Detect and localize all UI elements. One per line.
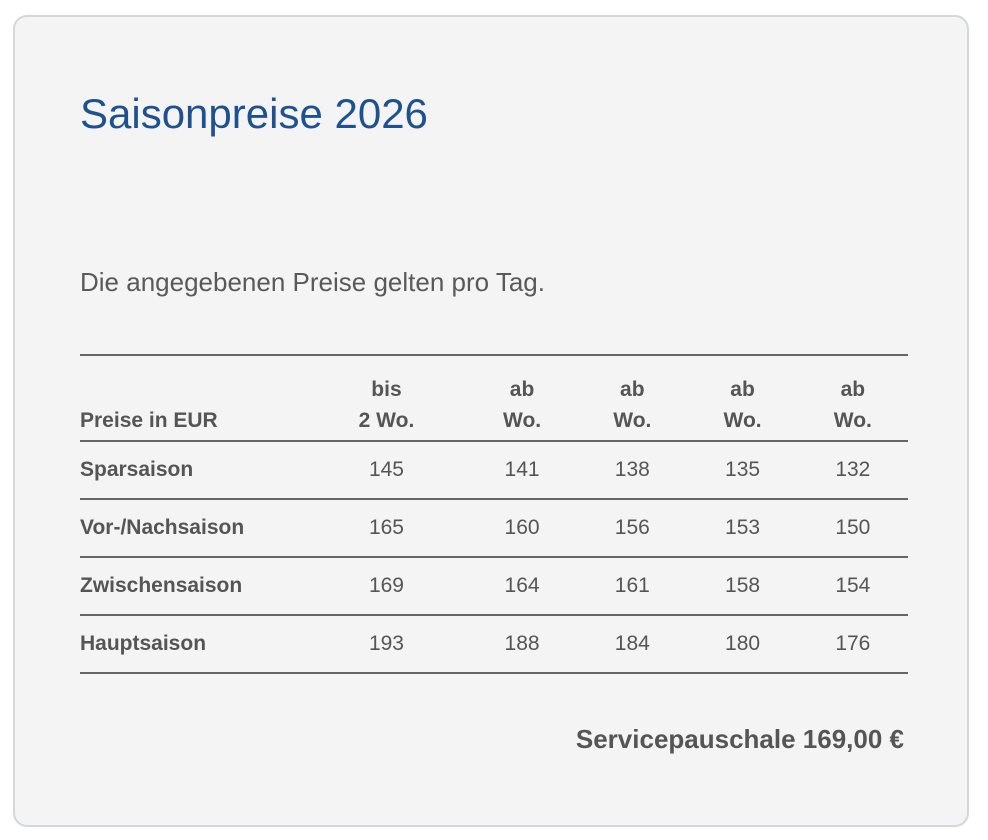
price-cell: 193 [306, 615, 467, 674]
price-cell: 161 [577, 557, 688, 616]
row-label: Sparsaison [80, 441, 306, 500]
column-header: ab Wo. [797, 355, 908, 442]
price-cell: 141 [466, 441, 578, 500]
column-header-line1: ab [730, 378, 755, 401]
price-cell: 135 [687, 441, 798, 500]
column-header-line2: Wo. [833, 409, 872, 432]
price-cell: 145 [306, 441, 467, 500]
price-cell: 164 [466, 557, 578, 616]
intro-text: Die angegebenen Preise gelten pro Tag. [80, 267, 545, 297]
table-row: Vor-/Nachsaison 165 160 156 153 150 [80, 499, 908, 558]
page-title: Saisonpreise 2026 [80, 90, 428, 137]
price-cell: 160 [466, 499, 578, 558]
row-label: Hauptsaison [80, 615, 306, 674]
row-label: Vor-/Nachsaison [80, 499, 306, 558]
price-cell: 188 [466, 615, 578, 674]
column-header: bis 2 Wo. [306, 355, 467, 442]
column-header: ab Wo. [687, 355, 798, 442]
price-cell: 180 [687, 615, 798, 674]
column-header: ab Wo. [466, 355, 578, 442]
price-table: Preise in EUR bis 2 Wo. ab Wo. ab Wo. ab Wo. ab W… [80, 354, 908, 674]
price-card: Saisonpreise 2026 Die angegebenen Preise… [13, 15, 969, 827]
price-cell: 176 [797, 615, 908, 674]
column-header-line1: ab [840, 378, 866, 401]
service-fee: Servicepauschale 169,00 € [575, 724, 904, 754]
price-cell: 132 [797, 441, 908, 500]
corner-label: Preise in EUR [80, 355, 306, 442]
table-header-row: Preise in EUR bis 2 Wo. ab Wo. ab Wo. ab Wo. ab W… [80, 355, 908, 442]
table-row: Zwischensaison 169 164 161 158 154 [80, 557, 908, 616]
price-cell: 165 [306, 499, 467, 558]
column-header-line2: 2 Wo. [358, 409, 415, 432]
column-header-line1: ab [620, 378, 645, 401]
price-cell: 154 [797, 557, 908, 616]
column-header-line1: ab [509, 378, 535, 401]
column-header-line2: Wo. [723, 409, 762, 432]
price-cell: 150 [797, 499, 908, 558]
price-cell: 153 [687, 499, 798, 558]
price-cell: 156 [577, 499, 688, 558]
table-row: Sparsaison 145 141 138 135 132 [80, 441, 908, 500]
price-cell: 158 [687, 557, 798, 616]
price-cell: 169 [306, 557, 467, 616]
row-label: Zwischensaison [80, 557, 306, 616]
table-row: Hauptsaison 193 188 184 180 176 [80, 615, 908, 674]
column-header-line2: Wo. [503, 409, 542, 432]
price-cell: 138 [577, 441, 688, 500]
column-header: ab Wo. [577, 355, 688, 442]
column-header-line1: bis [371, 378, 402, 401]
price-cell: 184 [577, 615, 688, 674]
column-header-line2: Wo. [613, 409, 652, 432]
